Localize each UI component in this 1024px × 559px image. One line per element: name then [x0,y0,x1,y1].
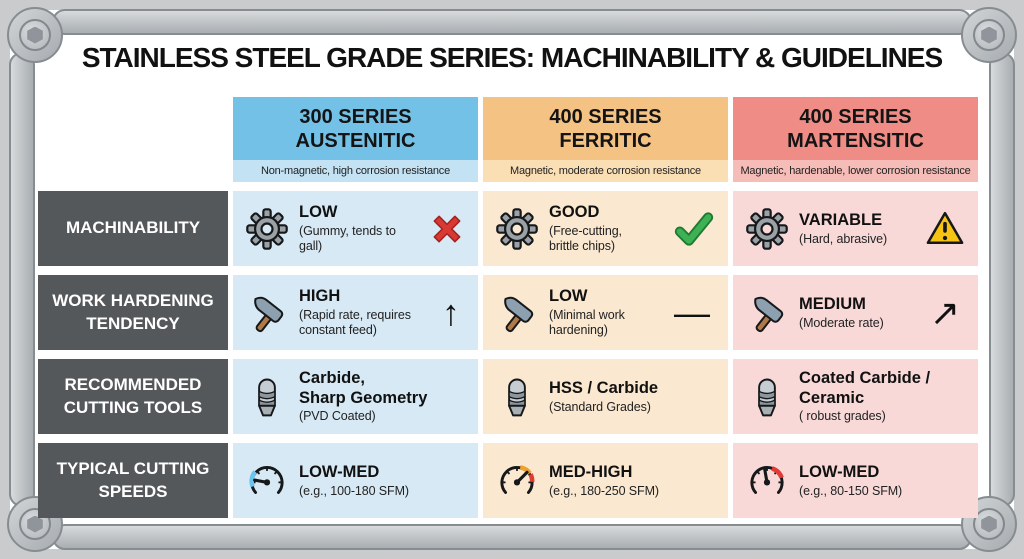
cell-note: ( robust grades) [799,409,886,424]
cell-work-hardening-ferritic: LOW (Minimal work hardening) — [483,275,728,350]
cell-machinability-ferritic: GOOD (Free-cutting, brittle chips) [483,191,728,266]
row-header-machinability: MACHINABILITY [38,191,228,266]
cell-note: (Free-cutting, brittle chips) [549,224,622,253]
screw-icon [19,19,51,51]
row-header-cutting-speeds: TYPICAL CUTTING SPEEDS [38,443,228,518]
cell-value: MEDIUM [799,294,866,313]
gauge-icon [745,459,789,503]
end-mill-icon [495,375,539,419]
cell-note: (Standard Grades) [549,399,651,414]
hammer-icon [245,291,289,335]
frame-bar-right [989,52,1015,507]
cell-note: (e.g., 100-180 SFM) [299,483,409,498]
arrow-up-right-icon: ↗ [929,291,960,333]
cell-value: MED-HIGH [549,462,633,481]
frame-bar-top [52,9,972,35]
cell-value: VARIABLE [799,210,883,229]
column-header-ferritic: 400 SERIES FERRITIC Magnetic, moderate c… [483,97,728,182]
gear-icon [495,207,539,251]
arrow-up-icon: ↑ [442,291,460,333]
cell-value: LOW [299,203,338,222]
cell-note: (Hard, abrasive) [799,231,888,246]
cell-note: (Rapid rate, requires constant feed) [299,308,411,337]
hammer-icon [495,291,539,335]
frame-bar-left [9,52,35,507]
cell-cutting-tools-ferritic: HSS / Carbide (Standard Grades) [483,359,728,434]
end-mill-icon [245,375,289,419]
cell-value: Carbide, Sharp Geometry [299,368,428,407]
column-subtitle: Magnetic, hardenable, lower corrosion re… [733,160,978,182]
gauge-icon [495,459,539,503]
gauge-icon [245,459,289,503]
cell-note: (Minimal work hardening) [549,308,625,337]
screw-icon [973,19,1005,51]
cell-cutting-tools-martensitic: Coated Carbide / Ceramic ( robust grades… [733,359,978,434]
cell-value: LOW-MED [799,462,880,481]
cell-work-hardening-martensitic: MEDIUM (Moderate rate) ↗ [733,275,978,350]
gear-icon [745,207,789,251]
frame-bar-bottom [52,524,972,550]
cross-icon [428,210,466,248]
cell-value: GOOD [549,203,600,222]
cell-note: (PVD Coated) [299,409,376,424]
cell-machinability-martensitic: VARIABLE (Hard, abrasive) [733,191,978,266]
column-title: 400 SERIES MARTENSITIC [733,97,978,160]
corner-screw-top-right [961,7,1017,63]
dash-icon: — [674,291,710,333]
hammer-icon [745,291,789,335]
cell-value: Coated Carbide / Ceramic [799,368,931,407]
column-title: 400 SERIES FERRITIC [483,97,728,160]
gear-icon [245,207,289,251]
warning-icon [924,209,966,249]
column-title: 300 SERIES AUSTENITIC [233,97,478,160]
column-subtitle: Magnetic, moderate corrosion resistance [483,160,728,182]
cell-value: HIGH [299,287,341,306]
column-header-martensitic: 400 SERIES MARTENSITIC Magnetic, hardena… [733,97,978,182]
cell-cutting-speeds-ferritic: MED-HIGH (e.g., 180-250 SFM) [483,443,728,518]
cell-note: (Gummy, tends to gall) [299,224,396,253]
cell-cutting-speeds-austenitic: LOW-MED (e.g., 100-180 SFM) [233,443,478,518]
end-mill-icon [745,375,789,419]
column-subtitle: Non-magnetic, high corrosion resistance [233,160,478,182]
cell-value: LOW [549,287,588,306]
cell-work-hardening-austenitic: HIGH (Rapid rate, requires constant feed… [233,275,478,350]
screw-icon [973,508,1005,540]
comparison-table: 300 SERIES AUSTENITIC Non-magnetic, high… [38,97,978,518]
column-header-austenitic: 300 SERIES AUSTENITIC Non-magnetic, high… [233,97,478,182]
cell-value: LOW-MED [299,462,380,481]
cell-machinability-austenitic: LOW (Gummy, tends to gall) [233,191,478,266]
cell-note: (e.g., 80-150 SFM) [799,483,903,498]
cell-note: (Moderate rate) [799,315,884,330]
page-title: STAINLESS STEEL GRADE SERIES: MACHINABIL… [81,42,943,73]
check-icon [672,209,716,249]
cell-value: HSS / Carbide [549,378,659,397]
cell-cutting-tools-austenitic: Carbide, Sharp Geometry (PVD Coated) [233,359,478,434]
corner-screw-top-left [7,7,63,63]
row-header-cutting-tools: RECOMMENDED CUTTING TOOLS [38,359,228,434]
row-header-work-hardening: WORK HARDENING TENDENCY [38,275,228,350]
cell-note: (e.g., 180-250 SFM) [549,483,659,498]
corner-screw-bottom-right [961,496,1017,552]
cell-cutting-speeds-martensitic: LOW-MED (e.g., 80-150 SFM) [733,443,978,518]
